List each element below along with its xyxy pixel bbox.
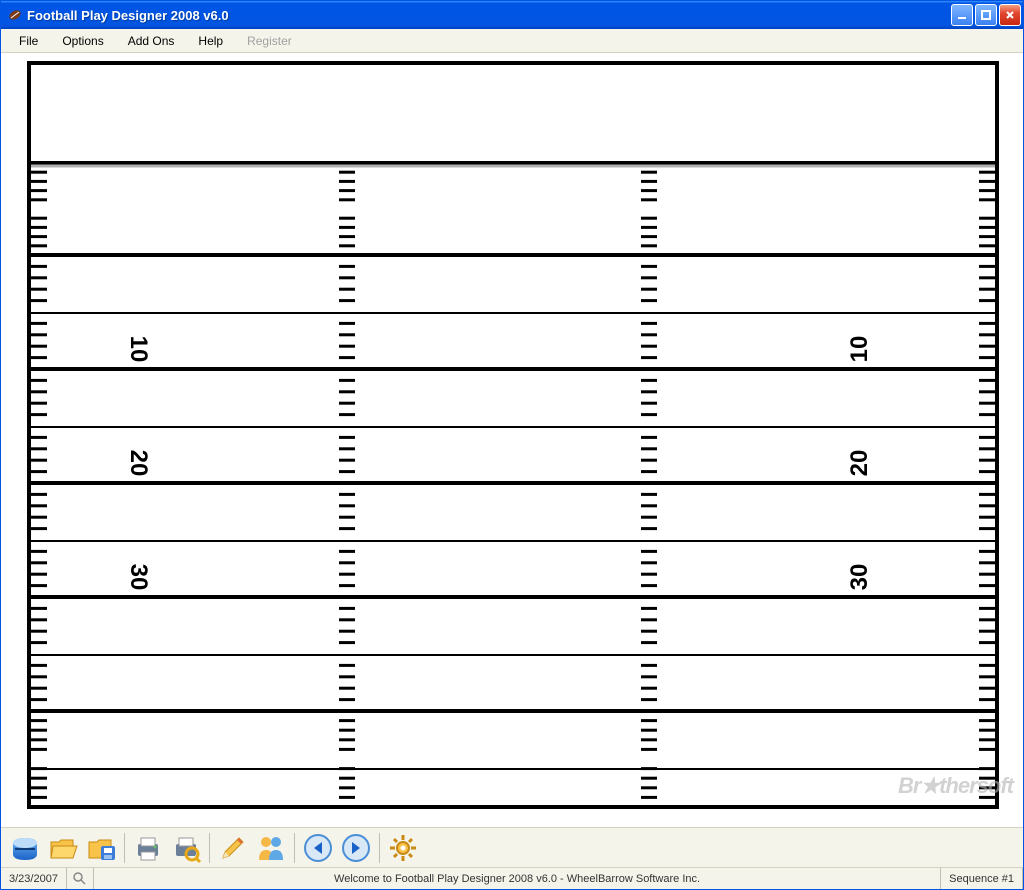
application-window: Football Play Designer 2008 v6.0 File Op… [0,0,1024,890]
menu-addons[interactable]: Add Ons [118,31,185,51]
menu-help[interactable]: Help [188,31,233,51]
toolbar-separator [124,833,125,863]
maximize-button[interactable] [975,4,997,26]
svg-text:30: 30 [125,564,152,591]
disk-icon[interactable] [7,830,43,866]
status-sequence: Sequence #1 [940,868,1023,889]
window-title: Football Play Designer 2008 v6.0 [27,8,951,23]
folder-open-icon[interactable] [45,830,81,866]
window-controls [951,4,1021,26]
svg-text:10: 10 [125,336,152,363]
toolbar-separator [209,833,210,863]
status-message: Welcome to Football Play Designer 2008 v… [94,868,940,889]
print-preview-icon[interactable] [168,830,204,866]
gear-icon[interactable] [385,830,421,866]
menu-options[interactable]: Options [52,31,113,51]
football-field: 10 10 20 20 30 30 [1,53,1023,827]
svg-text:20: 20 [125,450,152,477]
svg-text:10: 10 [846,336,873,363]
toolbar-separator [379,833,380,863]
app-icon [7,7,23,23]
players-icon[interactable] [253,830,289,866]
print-icon[interactable] [130,830,166,866]
toolbar-separator [294,833,295,863]
minimize-button[interactable] [951,4,973,26]
menubar: File Options Add Ons Help Register [1,29,1023,53]
statusbar: 3/23/2007 Welcome to Football Play Desig… [1,867,1023,889]
canvas-area[interactable]: 101020203030 Br★thersoft [1,53,1023,827]
toolbar [1,827,1023,867]
status-date: 3/23/2007 [1,868,67,889]
pencil-icon[interactable] [215,830,251,866]
svg-text:20: 20 [846,450,873,477]
nav-back-icon[interactable] [300,830,336,866]
titlebar: Football Play Designer 2008 v6.0 [1,1,1023,29]
menu-file[interactable]: File [9,31,48,51]
nav-forward-icon[interactable] [338,830,374,866]
status-zoom-icon[interactable] [67,868,94,889]
menu-register: Register [237,31,302,51]
save-icon[interactable] [83,830,119,866]
svg-text:30: 30 [846,564,873,591]
close-button[interactable] [999,4,1021,26]
